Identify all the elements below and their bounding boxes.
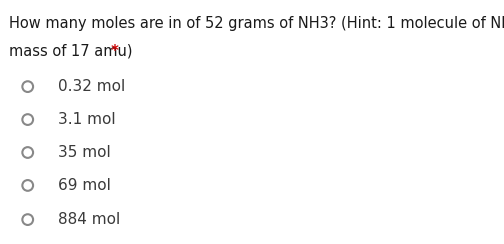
Text: How many moles are in of 52 grams of NH3? (Hint: 1 molecule of NH3 has a: How many moles are in of 52 grams of NH3… [9,16,504,31]
Text: 3.1 mol: 3.1 mol [58,112,115,127]
Text: 884 mol: 884 mol [58,212,120,227]
Text: mass of 17 amu): mass of 17 amu) [9,44,133,59]
Text: *: * [106,44,119,59]
Text: 35 mol: 35 mol [58,145,111,160]
Text: 0.32 mol: 0.32 mol [58,79,125,94]
Text: 69 mol: 69 mol [58,178,111,193]
